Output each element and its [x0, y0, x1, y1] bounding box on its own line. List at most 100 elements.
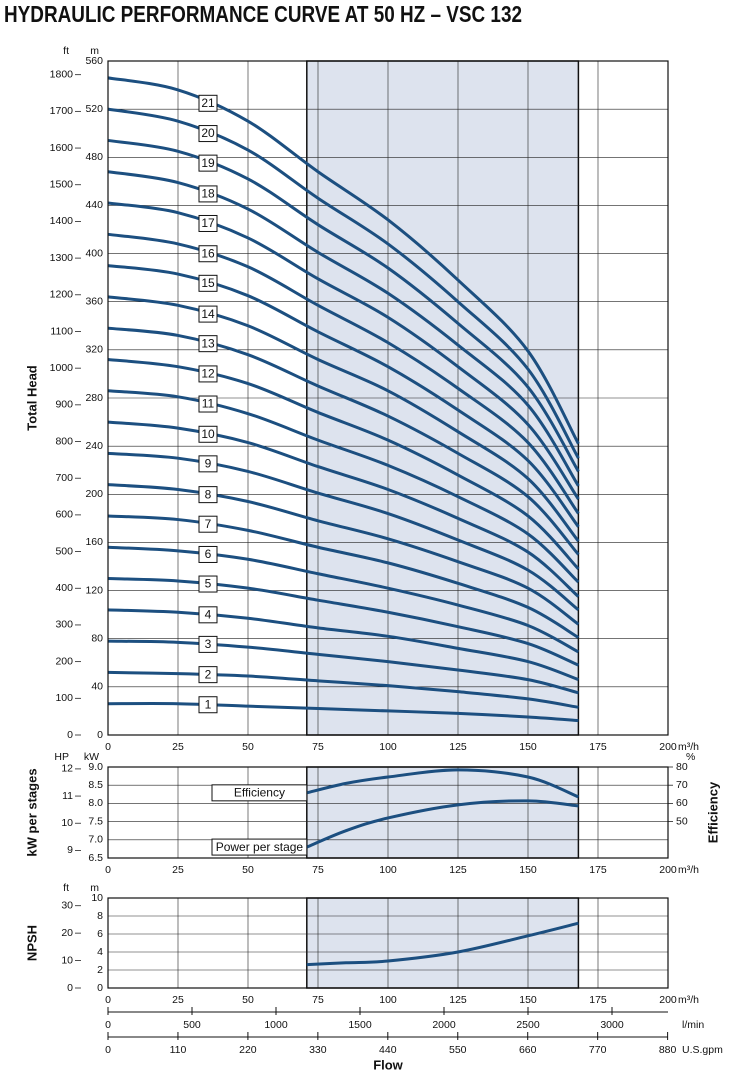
axis-unit: kW: [84, 751, 99, 763]
x-tick-label: 50: [242, 864, 254, 876]
y-tick-label: 800: [55, 435, 73, 447]
y-tick-label: 0: [67, 982, 73, 994]
legend-label: 5: [205, 577, 212, 591]
y-axis-title: kW per stages: [24, 768, 39, 856]
x-tick-label: 880: [659, 1044, 677, 1056]
y-tick-label: 240: [85, 440, 103, 452]
legend-label: 16: [201, 246, 215, 260]
legend-box: [198, 185, 218, 203]
curve: [107, 670, 579, 709]
x-tick-label: 75: [312, 994, 324, 1006]
curve: [306, 799, 579, 849]
x-unit: m³/h: [678, 864, 699, 876]
x-tick-label: 2000: [432, 1019, 456, 1031]
y-tick-label: 8: [97, 910, 103, 922]
legend-box: [198, 486, 218, 504]
legend-box: [198, 395, 218, 413]
y-tick-label: 9.0: [88, 761, 103, 773]
x-tick-label: 1500: [348, 1019, 372, 1031]
legend-box: [198, 606, 218, 624]
y-tick-label: 6.5: [88, 852, 103, 864]
x-tick-label: 3000: [600, 1019, 624, 1031]
x-tick-label: 100: [379, 741, 397, 753]
legend-label: 12: [201, 367, 215, 381]
curve: [107, 326, 580, 556]
legend-box: [198, 214, 218, 232]
y-tick-label: 12: [61, 763, 73, 775]
axis-unit: m: [90, 45, 99, 57]
curve: [107, 76, 580, 445]
curve: [107, 138, 580, 473]
y-tick-label: 10: [61, 817, 73, 829]
axis-unit: U.S.gpm: [682, 1044, 723, 1056]
legend-label: 7: [205, 517, 212, 531]
curve: [107, 608, 579, 682]
axis-unit: ft: [63, 45, 69, 57]
x-tick-label: 2500: [516, 1019, 540, 1031]
x-tick-label: 550: [449, 1044, 467, 1056]
x-tick-label: 125: [449, 994, 467, 1006]
curve: [107, 389, 580, 584]
axis-unit: m: [90, 882, 99, 894]
legend-box: [198, 575, 218, 593]
curve: [107, 577, 579, 667]
y-tick-label: 320: [85, 344, 103, 356]
legend-label: 10: [201, 427, 215, 441]
curve: [107, 201, 580, 500]
legend-box: [198, 94, 218, 112]
plot-border: [107, 60, 669, 736]
legend-box: [198, 666, 218, 684]
legend-label: 11: [202, 397, 215, 411]
x-tick-label: 175: [589, 864, 607, 876]
x-unit: m³/h: [678, 994, 699, 1006]
curve: [107, 295, 580, 543]
axis-unit: HP: [54, 751, 69, 763]
y-tick-label: 700: [55, 472, 73, 484]
legend-label: 18: [201, 187, 215, 201]
x-tick-label: 200: [659, 741, 677, 753]
y-tick-label: 8.5: [88, 779, 103, 791]
y-tick-label: 7.5: [88, 815, 103, 827]
x-tick-label: 75: [312, 864, 324, 876]
y-tick-label: 30: [61, 899, 73, 911]
plot-border: [107, 897, 669, 989]
x-tick-label: 200: [659, 994, 677, 1006]
legend-label: 20: [201, 126, 215, 140]
x-tick-label: 330: [309, 1044, 327, 1056]
legend-box: [198, 365, 218, 383]
legend-box: [198, 335, 218, 353]
legend-label: 6: [205, 547, 212, 561]
axis-unit: %: [686, 751, 695, 763]
x-tick-label: 0: [105, 1044, 111, 1056]
y-tick-label: 1300: [50, 252, 74, 264]
x-tick-label: 100: [379, 864, 397, 876]
y-tick-label: 520: [85, 103, 103, 115]
legend-label: 14: [201, 307, 215, 321]
y-tick-label: 500: [55, 545, 73, 557]
x-tick-label: 50: [242, 741, 254, 753]
legend-box: [198, 245, 218, 263]
curve: [107, 107, 580, 459]
legend-label: 4: [205, 607, 212, 621]
legend-box: [198, 125, 218, 143]
legend-box: [211, 784, 308, 802]
y-axis-title: Total Head: [24, 365, 39, 431]
curve: [107, 264, 580, 528]
y-tick-label: 360: [85, 295, 103, 307]
y-tick-label: 4: [97, 946, 103, 958]
x-tick-label: 220: [239, 1044, 257, 1056]
y-tick-label: 60: [676, 797, 688, 809]
y-tick-label: 200: [55, 655, 73, 667]
y-tick-label: 1100: [50, 325, 73, 337]
legend-box: [198, 425, 218, 443]
x-tick-label: 125: [449, 741, 467, 753]
legend-box: [198, 635, 218, 653]
legend-box: [198, 545, 218, 563]
x-tick-label: 660: [519, 1044, 537, 1056]
curve: [306, 768, 579, 799]
x-tick-label: 25: [172, 864, 184, 876]
x-tick-label: 0: [105, 864, 111, 876]
y-tick-label: 1000: [50, 362, 74, 374]
x-tick-label: 175: [589, 994, 607, 1006]
x-tick-label: 770: [589, 1044, 607, 1056]
